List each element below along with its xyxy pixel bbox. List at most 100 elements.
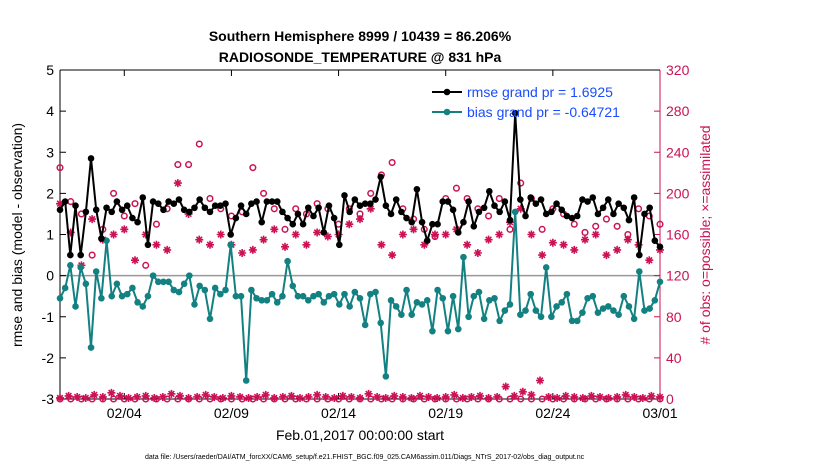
bias-point <box>175 288 183 296</box>
y-tick-label-left: 2 <box>46 185 54 201</box>
obs-possible-marker <box>581 228 589 236</box>
bias-point <box>191 301 198 308</box>
obs-assimilated-marker <box>645 256 654 265</box>
obs-assimilated-low-marker <box>321 392 330 401</box>
rmse-point <box>237 202 245 210</box>
obs-assimilated-low-marker <box>278 392 287 401</box>
obs-assimilated-low-marker <box>424 392 433 401</box>
obs-assimilated-low-marker <box>56 393 64 402</box>
obs-assimilated-low-marker <box>193 392 202 401</box>
bias-point <box>403 286 410 294</box>
obs-assimilated-low-marker <box>450 390 459 399</box>
bias-point <box>460 253 467 261</box>
bias-point <box>423 297 431 304</box>
rmse-point <box>511 109 519 117</box>
rmse-point <box>403 214 410 222</box>
rmse-point <box>434 220 441 228</box>
rmse-point <box>103 204 110 212</box>
rmse-point <box>118 206 126 214</box>
bias-point <box>558 299 566 306</box>
rmse-point <box>367 200 374 207</box>
obs-assimilated-marker <box>516 204 525 213</box>
bias-point <box>656 278 664 286</box>
bias-point <box>429 327 436 335</box>
bias-point <box>253 294 260 302</box>
rmse-point <box>408 218 416 226</box>
obs-assimilated-low-marker <box>304 392 313 401</box>
bias-point <box>315 290 322 298</box>
rmse-point <box>439 198 447 205</box>
obs-assimilated-low-marker <box>458 393 467 402</box>
obs-assimilated-low-marker <box>493 392 502 401</box>
bias-point <box>170 286 178 294</box>
bias-point <box>320 299 328 306</box>
bias-point <box>304 297 312 304</box>
obs-assimilated-low-marker <box>398 392 407 401</box>
rmse-point <box>336 241 343 249</box>
obs-possible-marker <box>506 225 514 233</box>
obs-assimilated-marker <box>538 251 547 260</box>
obs-assimilated-low-marker <box>133 392 142 401</box>
obs-assimilated-marker <box>313 228 322 237</box>
rmse-point <box>491 202 498 210</box>
bias-point <box>180 280 188 288</box>
obs-possible-marker <box>142 261 150 269</box>
legend-label: rmse grand pr = 1.6925 <box>467 84 613 100</box>
rmse-point <box>67 251 74 259</box>
rmse-point <box>475 208 483 216</box>
bias-point <box>139 303 147 310</box>
bias-point <box>615 311 622 318</box>
rmse-point <box>196 196 203 203</box>
rmse-point <box>486 188 493 195</box>
obs-assimilated-low-marker <box>244 393 253 402</box>
rmse-point <box>573 212 581 220</box>
rmse-point <box>123 202 131 210</box>
rmse-point <box>496 208 503 216</box>
obs-possible-marker <box>185 161 193 169</box>
x-tick-label: 02/04 <box>107 405 142 421</box>
bias-point <box>196 282 203 290</box>
rmse-point <box>351 196 359 203</box>
bias-point <box>279 292 286 300</box>
rmse-point <box>361 200 369 207</box>
obs-possible-marker <box>174 161 182 169</box>
obs-assimilated-low-marker <box>270 393 279 402</box>
obs-possible-marker <box>281 225 289 233</box>
rmse-point <box>201 204 209 212</box>
obs-assimilated-low-marker <box>501 382 510 391</box>
rmse-point <box>154 200 162 207</box>
bias-point <box>310 292 317 300</box>
rmse-point <box>625 216 633 224</box>
rmse-point <box>315 204 322 212</box>
obs-assimilated-low-marker <box>90 390 99 399</box>
rmse-point <box>584 198 591 205</box>
y-tick-label-left: 1 <box>46 227 54 243</box>
obs-assimilated-marker <box>591 230 600 239</box>
bias-point <box>294 292 302 300</box>
plot-background <box>60 70 660 399</box>
rmse-point <box>268 198 276 205</box>
rmse-point <box>392 196 400 203</box>
obs-assimilated-low-marker <box>98 392 107 401</box>
obs-possible-marker <box>367 189 375 197</box>
obs-assimilated-low-marker <box>467 392 476 401</box>
bias-point <box>486 297 493 304</box>
rmse-point <box>646 204 653 212</box>
rmse-point <box>568 214 576 222</box>
rmse-point <box>413 185 421 193</box>
bias-point <box>620 292 628 300</box>
rmse-point <box>175 196 183 203</box>
y-tick-label-left: 5 <box>46 62 54 78</box>
bias-point <box>248 286 255 294</box>
obs-assimilated-marker <box>120 225 129 234</box>
bias-point <box>284 257 291 265</box>
rmse-point <box>139 194 147 201</box>
rmse-point <box>465 198 472 205</box>
obs-possible-marker <box>270 205 278 213</box>
obs-assimilated-low-marker <box>227 391 236 400</box>
bias-point <box>542 264 550 271</box>
obs-possible-marker <box>538 225 546 233</box>
obs-assimilated-marker <box>548 238 557 247</box>
rmse-point <box>636 251 643 259</box>
bias-point <box>61 284 69 292</box>
